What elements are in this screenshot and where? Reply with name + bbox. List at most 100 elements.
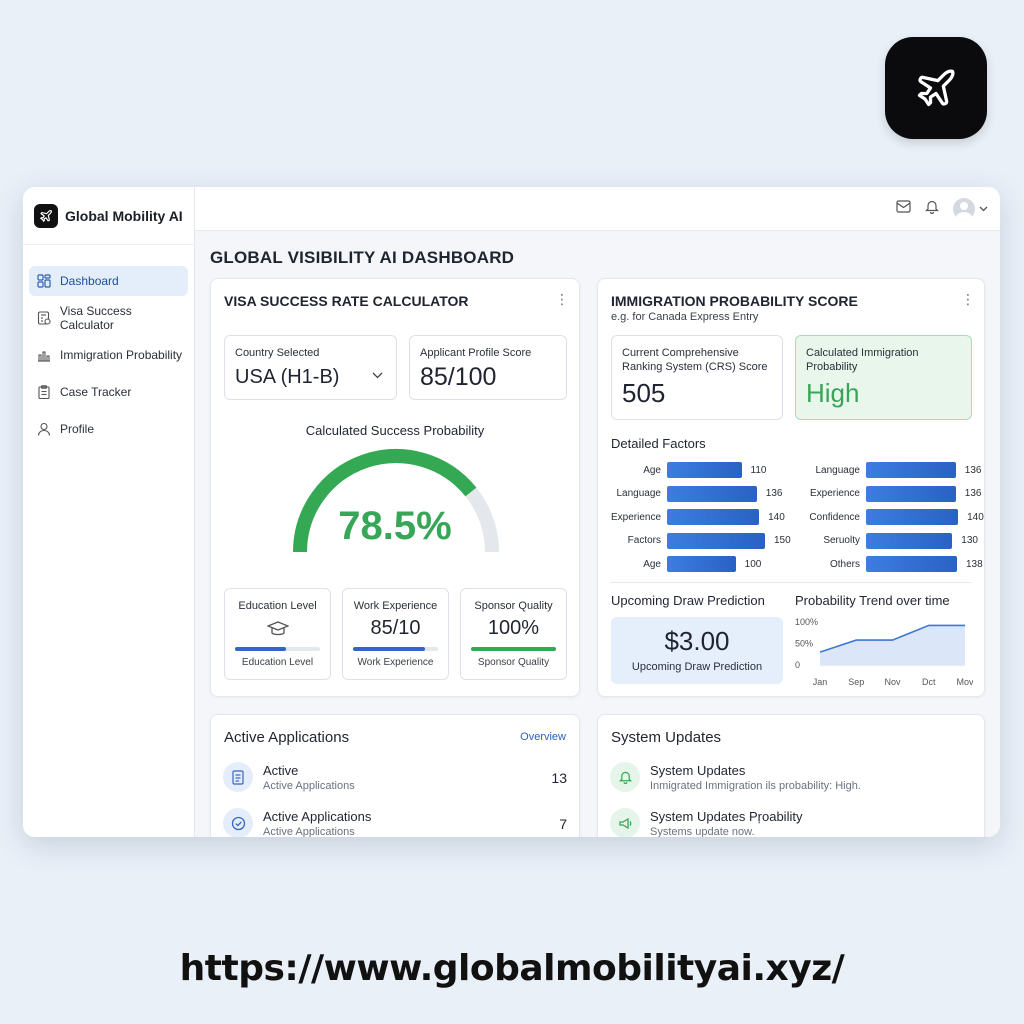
- bar-chart-icon: [36, 347, 52, 363]
- factor-bar: [866, 556, 957, 572]
- draw-prediction-box: $3.00 Upcoming Draw Prediction: [611, 617, 783, 684]
- list-item-count: 13: [551, 770, 567, 786]
- more-options-icon[interactable]: ⋮: [961, 291, 975, 307]
- bell-icon[interactable]: [925, 199, 939, 219]
- metric-foot: Education Level: [241, 657, 314, 668]
- factor-bar: [667, 462, 742, 478]
- x-tick-label: Jan: [813, 677, 828, 687]
- factor-name: Others: [829, 558, 860, 570]
- list-item-title: System Updates Pŗoability: [650, 809, 803, 824]
- card-title: Active Applications: [224, 729, 350, 746]
- metric-work-experience: Work Experience 85/10 Work Experience: [342, 588, 449, 680]
- metric-foot: Work Experience: [357, 657, 434, 668]
- trend-title: Probability Trend over time: [795, 593, 950, 608]
- sidebar-item-label: Immigration Probability: [60, 348, 183, 362]
- metric-sponsor-quality: Sponsor Quality 100% Sponsor Quality: [460, 588, 567, 680]
- card-title: VISA SUCCESS RATE CALCULATOR: [224, 293, 469, 309]
- calculated-probability-value: High: [806, 378, 860, 408]
- factor-value: 136: [765, 488, 783, 499]
- list-item[interactable]: System Updates Inmigrated Immigration il…: [610, 762, 972, 802]
- factor-name: Language: [815, 464, 861, 476]
- bell-icon: [610, 762, 640, 792]
- factor-name: Experience: [809, 488, 860, 499]
- sidebar-item-label: Profile: [60, 422, 95, 436]
- factor-name: Seruolty: [823, 535, 860, 546]
- more-options-icon[interactable]: ⋮: [555, 291, 569, 307]
- profile-score-box: Applicant Profile Score 85/100: [409, 335, 567, 400]
- draw-sub: Upcoming Draw Prediction: [631, 661, 763, 673]
- factor-row: Experience 136: [791, 485, 981, 502]
- factor-bar: [866, 485, 956, 502]
- country-select[interactable]: Country Selected USA (H1-B): [224, 335, 397, 400]
- factor-row: Experience 140: [611, 509, 785, 525]
- gauge-title: Calculated Success Probability: [305, 423, 485, 438]
- gauge-fill: [293, 449, 477, 553]
- list-item[interactable]: Active Applications Active Applications …: [223, 808, 567, 837]
- factor-bar: [667, 532, 765, 549]
- list-item[interactable]: System Updates Pŗoability Systems update…: [610, 808, 972, 837]
- list-item-count: 7: [559, 816, 567, 832]
- factor-bar: [866, 509, 959, 525]
- megaphone-icon: [610, 808, 640, 837]
- main-area: GLOBAL VISIBILITY AI DASHBOARD VISA SUCC…: [195, 187, 1000, 837]
- visa-calculator-card: VISA SUCCESS RATE CALCULATOR ⋮ Country S…: [210, 278, 580, 697]
- sidebar-item-immigration-probability[interactable]: Immigration Probability: [29, 340, 188, 370]
- sidebar-item-dashboard[interactable]: Dashboard: [29, 266, 188, 296]
- sidebar-item-case-tracker[interactable]: Case Tracker: [29, 377, 188, 407]
- list-item-sub: Inmigrated Immigration ils probability: …: [650, 780, 861, 792]
- sidebar: Global Mobility AI Dashboard Visa Succes…: [23, 187, 195, 837]
- field-label: Country Selected: [235, 347, 320, 359]
- user-menu[interactable]: [953, 197, 988, 220]
- list-item-sub: Active Applications: [263, 780, 355, 792]
- field-label: Calculated Immigration Probability: [806, 347, 919, 373]
- brand[interactable]: Global Mobility AI: [23, 187, 194, 245]
- factors-title: Detailed Factors: [611, 436, 706, 451]
- metric-bar-fill: [235, 647, 286, 651]
- sidebar-item-profile[interactable]: Profile: [29, 414, 188, 444]
- list-item-title: System Updates: [650, 763, 746, 778]
- factor-bar: [667, 556, 736, 572]
- factor-bar: [667, 509, 760, 525]
- metric-title: Education Level: [238, 600, 317, 612]
- calculator-icon: [36, 310, 52, 326]
- website-url[interactable]: https://www.globalmobilityai.xyz/: [179, 948, 845, 989]
- factor-value: 140: [967, 511, 984, 523]
- factor-row: Factors 150: [611, 532, 791, 549]
- factor-value: 138: [965, 558, 983, 570]
- field-label: Applicant Profile Score: [420, 347, 532, 359]
- grid-icon: [36, 273, 52, 289]
- brand-name: Global Mobility AI: [65, 207, 183, 224]
- topbar: [195, 187, 1000, 231]
- list-item[interactable]: Active Active Applications 13: [223, 762, 567, 802]
- factor-value: 140: [768, 511, 785, 523]
- list-item-title: Active: [263, 763, 299, 778]
- factor-row: Others 138: [791, 556, 983, 572]
- factor-row: Language 136: [611, 485, 783, 502]
- list-item-sub: Active Applications: [263, 826, 355, 837]
- factor-row: Seruolty 130: [791, 532, 978, 549]
- check-circle-icon: [223, 808, 253, 837]
- card-title: IMMIGRATION PROBABILITY SCORE: [611, 293, 858, 309]
- y-tick-label: 0: [795, 660, 800, 670]
- sidebar-item-visa-calculator[interactable]: Visa Success Calculator: [29, 303, 188, 333]
- factor-value: 110: [750, 464, 767, 476]
- overview-link[interactable]: Overview: [520, 731, 566, 743]
- divider: [611, 582, 972, 583]
- avatar: [953, 197, 975, 220]
- calculated-probability-box: Calculated Immigration Probability High: [795, 335, 972, 420]
- factor-value: 100: [744, 558, 762, 570]
- metric-education: Education Level Education Level: [224, 588, 331, 680]
- x-tick-label: Nov: [884, 677, 901, 687]
- metric-title: Sponsor Quality: [474, 600, 553, 612]
- metric-bar: [353, 647, 438, 651]
- x-tick-label: Sep: [848, 677, 864, 687]
- metric-bar-fill: [471, 647, 556, 651]
- factor-name: Language: [616, 488, 662, 499]
- mail-icon[interactable]: [896, 199, 911, 218]
- metric-value: 100%: [487, 617, 540, 639]
- factor-name: Confidence: [809, 511, 860, 523]
- metric-title: Work Experience: [353, 600, 438, 612]
- crs-score-box: Current Comprehensive Ranking System (CR…: [611, 335, 783, 420]
- active-applications-card: Active Applications Overview Active Acti…: [210, 714, 580, 837]
- x-tick-label: Dct: [922, 677, 936, 687]
